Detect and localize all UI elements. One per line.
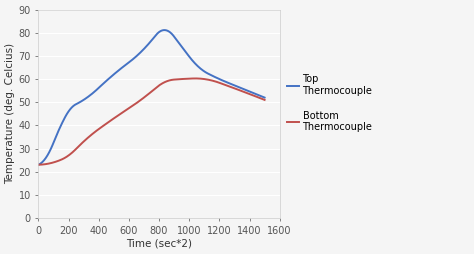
Line: Bottom
Thermocouple: Bottom Thermocouple — [38, 78, 264, 165]
Bottom
Thermocouple — [109, 118, 115, 121]
Top
Thermocouple — [36, 163, 41, 166]
Legend: Top
Thermocouple, Bottom
Thermocouple: Top Thermocouple, Bottom Thermocouple — [287, 74, 373, 132]
Top
Thermocouple — [161, 28, 167, 31]
Bottom
Thermocouple — [192, 77, 198, 80]
Top
Thermocouple — [125, 61, 131, 65]
Bottom
Thermocouple — [125, 107, 131, 110]
Y-axis label: Temperature (deg. Celcius): Temperature (deg. Celcius) — [6, 43, 16, 184]
Top
Thermocouple — [200, 68, 205, 71]
Bottom
Thermocouple — [178, 77, 183, 81]
Bottom
Thermocouple — [63, 156, 68, 159]
Top
Thermocouple — [109, 74, 115, 77]
Bottom
Thermocouple — [36, 163, 41, 166]
Top
Thermocouple — [178, 44, 184, 47]
Bottom
Thermocouple — [200, 77, 205, 80]
Bottom
Thermocouple — [201, 77, 206, 81]
X-axis label: Time (sec*2): Time (sec*2) — [126, 239, 192, 248]
Bottom
Thermocouple — [262, 98, 267, 101]
Top
Thermocouple — [201, 69, 206, 72]
Top
Thermocouple — [262, 96, 267, 99]
Top
Thermocouple — [63, 115, 68, 118]
Line: Top
Thermocouple: Top Thermocouple — [38, 30, 264, 165]
